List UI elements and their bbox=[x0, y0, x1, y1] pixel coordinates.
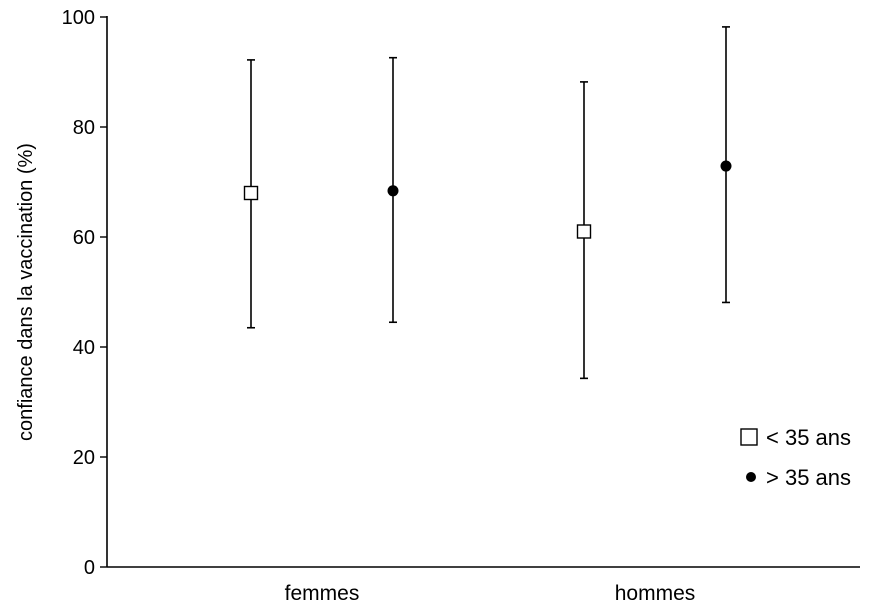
point-under35-femmes bbox=[243, 185, 259, 201]
y-tick-label-40: 40 bbox=[73, 337, 95, 359]
legend-open-square-marker bbox=[740, 428, 758, 446]
point-under35-hommes bbox=[576, 224, 592, 239]
x-category-labels: femmes hommes bbox=[285, 582, 696, 605]
legend-label-under-35: < 35 ans bbox=[766, 425, 851, 450]
y-tick-label-0: 0 bbox=[84, 557, 95, 579]
y-tick-label-20: 20 bbox=[73, 447, 95, 469]
y-ticks: 0 20 40 60 80 100 bbox=[62, 7, 107, 579]
legend: < 35 ans > 35 ans bbox=[740, 425, 851, 490]
x-category-label-hommes: hommes bbox=[615, 582, 696, 605]
axes bbox=[106, 16, 860, 568]
series-layer bbox=[243, 26, 732, 380]
point-over35-hommes bbox=[720, 160, 732, 172]
x-category-label-femmes: femmes bbox=[285, 582, 360, 605]
y-tick-label-80: 80 bbox=[73, 117, 95, 139]
y-tick-label-100: 100 bbox=[62, 7, 95, 29]
y-tick-label-60: 60 bbox=[73, 227, 95, 249]
y-axis-label: confiance dans la vaccination (%) bbox=[15, 143, 37, 441]
point-over35-femmes bbox=[387, 185, 399, 197]
legend-label-over-35: > 35 ans bbox=[766, 465, 851, 490]
legend-filled-circle-marker bbox=[746, 472, 756, 482]
